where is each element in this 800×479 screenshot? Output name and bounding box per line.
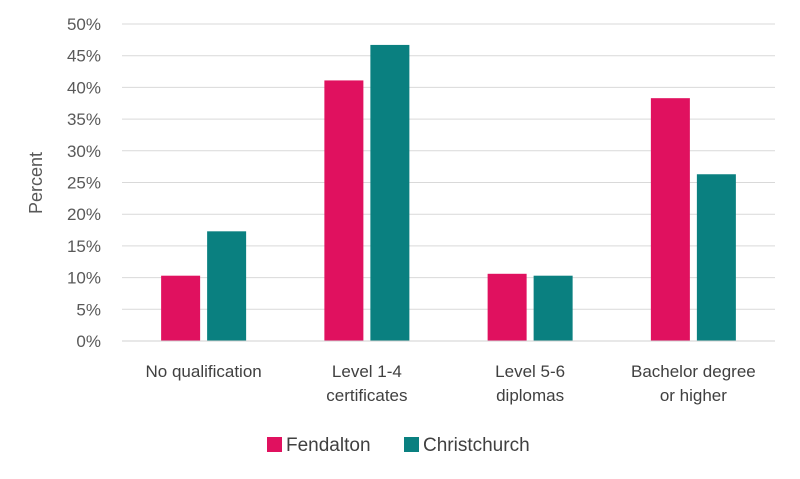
legend-label-christchurch: Christchurch [423,435,530,456]
y-tick-label: 10% [67,269,101,288]
bar-fendalton-1 [161,275,201,341]
y-tick-label: 5% [76,300,101,319]
legend-swatch-christchurch [404,437,419,452]
bar-fendalton-3 [487,273,527,341]
y-axis-ticks: 0% 5% 10% 15% 20% 25% 30% 35% 40% 45% 50% [67,15,101,351]
bar-christchurch-1 [207,231,247,341]
legend: Fendalton Christchurch [267,435,530,456]
legend-label-fendalton: Fendalton [286,435,371,456]
y-tick-label: 15% [67,237,101,256]
legend-swatch-fendalton [267,437,282,452]
y-tick-label: 50% [67,15,101,34]
category-labels: No qualification Level 1-4 certificates Lev… [146,362,756,405]
y-tick-label: 45% [67,47,101,66]
category-label: Bachelor degree [631,362,756,381]
bar-fendalton-2 [324,80,364,342]
bar-christchurch-3 [533,275,573,341]
bar-christchurch-4 [696,174,736,341]
category-label: or higher [660,386,727,405]
category-label: diplomas [496,386,564,405]
y-tick-label: 20% [67,205,101,224]
y-tick-label: 30% [67,142,101,161]
bar-fendalton-4 [650,98,690,341]
y-tick-label: 35% [67,110,101,129]
bars [161,44,736,342]
y-tick-label: 40% [67,78,101,97]
category-label: Level 5-6 [495,362,565,381]
y-axis-title: Percent [26,152,46,214]
category-label: Level 1-4 [332,362,402,381]
category-label: No qualification [146,362,262,381]
y-tick-label: 25% [67,174,101,193]
bar-christchurch-2 [370,44,410,342]
y-tick-label: 0% [76,332,101,351]
category-label: certificates [326,386,407,405]
